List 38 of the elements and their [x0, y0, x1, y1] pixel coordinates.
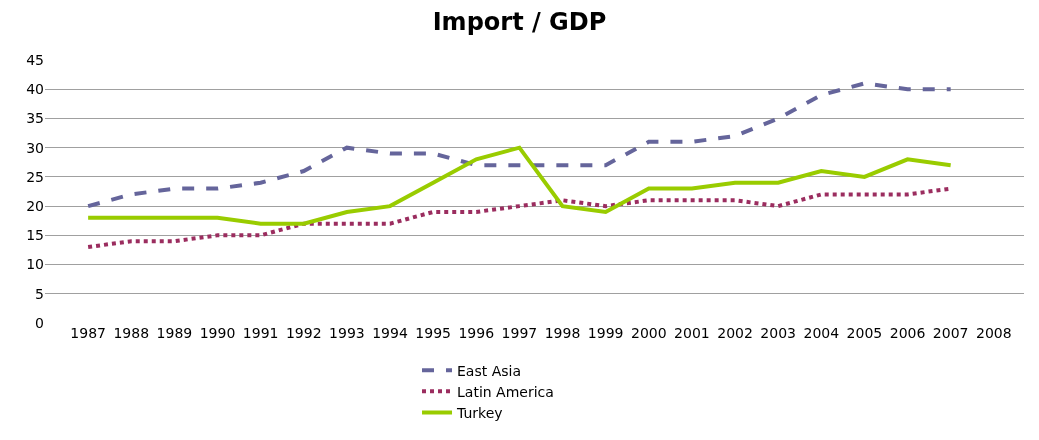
y-tick-label: 25	[26, 168, 44, 185]
x-tick-label: 1991	[242, 325, 279, 341]
x-tick-label: 1995	[415, 325, 451, 341]
y-tick-label: 15	[26, 227, 44, 244]
y-tick-label: 30	[26, 139, 44, 156]
legend-label: Latin America	[457, 383, 554, 400]
x-tick-label: 2002	[717, 325, 753, 341]
x-tick-label: 1998	[544, 325, 581, 341]
line-series	[86, 81, 953, 209]
x-tick-label: 2004	[803, 325, 840, 341]
x-tick-label: 2006	[889, 325, 926, 341]
x-tick-label: 1987	[70, 325, 106, 341]
x-tick-label: 1988	[113, 325, 150, 341]
x-tick-label: 2005	[846, 325, 883, 341]
x-tick-label: 1992	[285, 325, 322, 341]
x-tick-label: 1999	[587, 325, 624, 341]
y-tick-label: 45	[26, 51, 44, 68]
x-tick-label: 2007	[932, 325, 969, 341]
line-series	[86, 145, 953, 226]
y-tick-label: 20	[26, 198, 44, 215]
y-tick-label: 10	[26, 256, 44, 273]
x-tick-label: 1997	[501, 325, 538, 341]
y-tick-label: 40	[26, 81, 44, 98]
x-tick-label: 2003	[760, 325, 796, 341]
y-tick-label: 0	[35, 314, 44, 331]
x-tick-label: 1994	[372, 325, 408, 341]
x-tick-label: 1989	[156, 325, 193, 341]
chart-title: Import / GDP	[432, 8, 607, 36]
x-tick-label: 2000	[630, 325, 667, 341]
x-tick-label: 2008	[975, 325, 1012, 341]
x-tick-label: 2001	[674, 325, 710, 341]
legend-label: East Asia	[457, 362, 522, 379]
y-tick-label: 35	[26, 110, 44, 127]
x-tick-label: 1990	[199, 325, 236, 341]
x-tick-label: 1996	[458, 325, 495, 341]
x-tick-label: 1993	[329, 325, 365, 341]
y-tick-label: 5	[35, 285, 44, 302]
legend-label: Turkey	[456, 405, 503, 422]
